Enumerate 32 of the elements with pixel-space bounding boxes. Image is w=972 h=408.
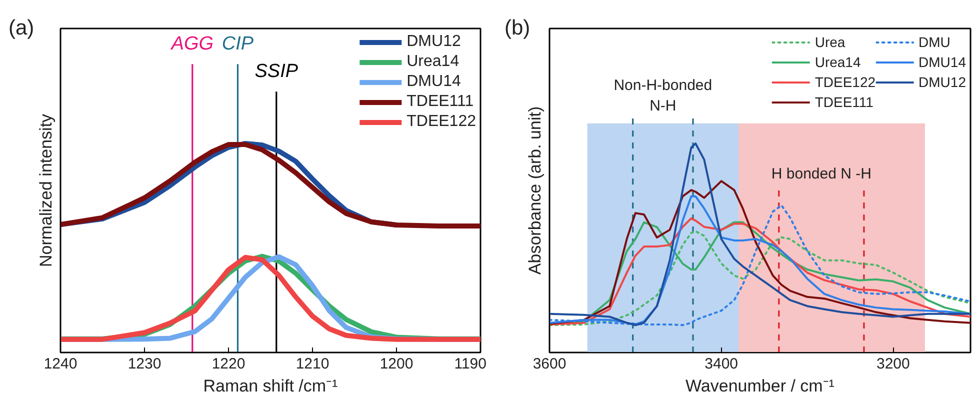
- x-axis-title: Wavenumber / cm⁻¹: [686, 376, 835, 396]
- text: (b): [504, 16, 530, 40]
- x-tick-label: 1210: [296, 356, 330, 372]
- legend-label: DMU14: [406, 73, 461, 91]
- x-tick-label: 3200: [876, 356, 910, 372]
- legend-label: DMU12: [406, 33, 461, 51]
- x-axis-title: Raman shift /cm⁻¹: [203, 376, 338, 396]
- text: (a): [8, 16, 34, 40]
- legend-label: Urea: [814, 33, 846, 51]
- legend-label: TDEE111: [406, 93, 474, 111]
- x-tick-label: 1200: [380, 356, 414, 372]
- legend-label: TDEE122: [406, 113, 476, 131]
- ref-line-label: SSIP: [254, 60, 298, 82]
- x-tick-label: 1190: [454, 356, 487, 372]
- ref-line-label: H bonded N -H: [771, 165, 872, 182]
- legend-label: Urea14: [814, 53, 861, 71]
- x-tick-label: 3400: [704, 356, 738, 372]
- x-tick-label: 1240: [44, 356, 78, 372]
- x-tick-label: 1230: [128, 356, 162, 372]
- legend-label: DMU14: [918, 53, 966, 71]
- legend-label: DMU: [918, 33, 950, 51]
- x-tick-label: 3600: [532, 356, 566, 372]
- legend-label: TDEE122: [814, 73, 876, 91]
- ref-line-label: AGG: [170, 33, 214, 54]
- ref-line-label: Non-H-bonded N-H: [614, 76, 712, 114]
- legend-label: Urea14: [406, 53, 460, 71]
- x-tick-label: 1220: [212, 356, 246, 372]
- legend-label: DMU12: [918, 73, 966, 91]
- legend-label: TDEE111: [814, 93, 874, 111]
- ref-line-label: CIP: [222, 33, 254, 54]
- y-axis-title: Absorbance (arb. unit): [526, 106, 544, 275]
- y-axis-title: Normalized intensity: [36, 113, 56, 268]
